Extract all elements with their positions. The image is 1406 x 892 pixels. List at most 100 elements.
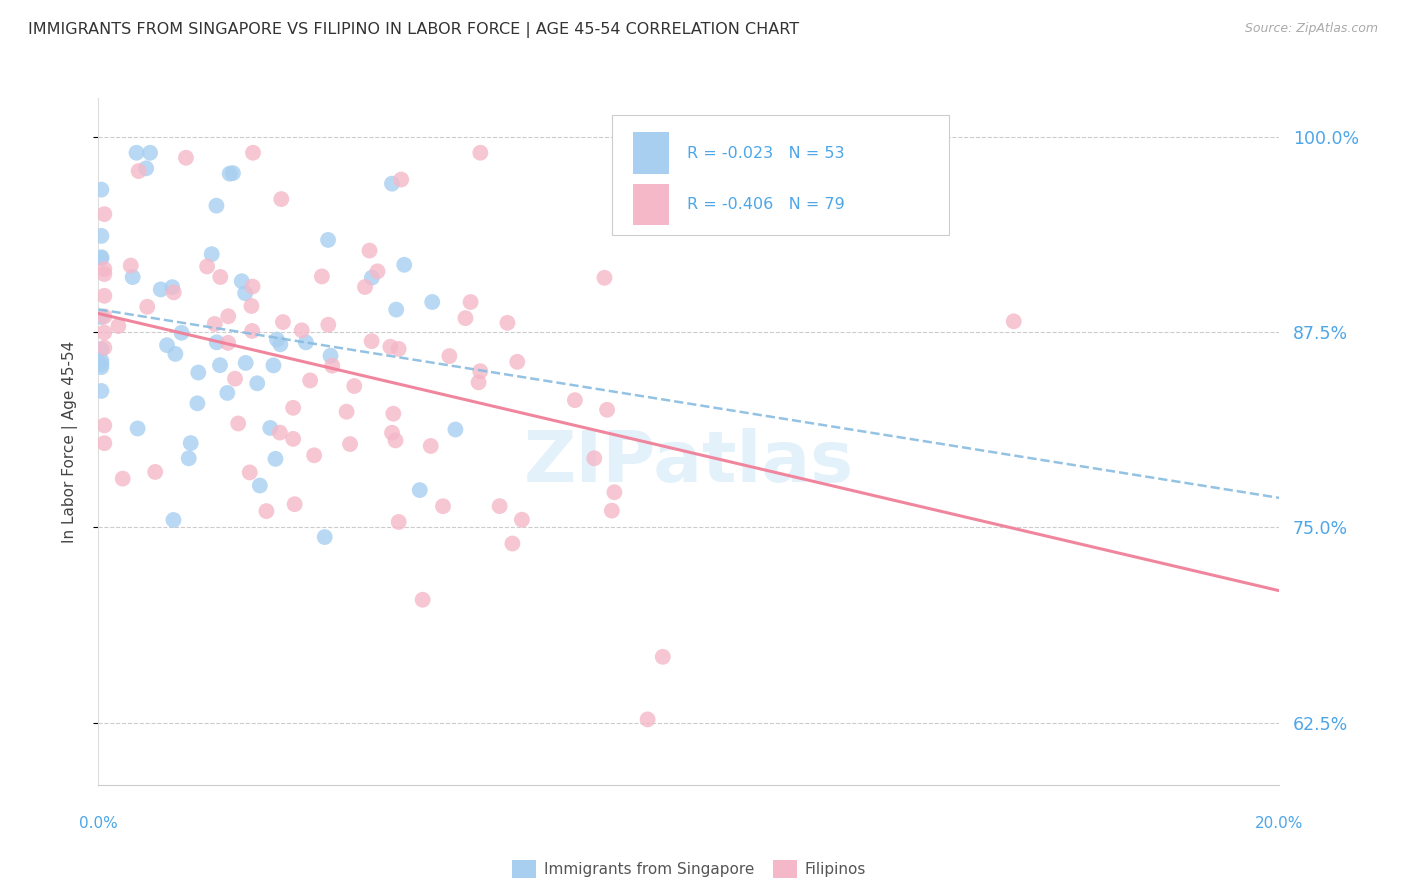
Point [321, 359, 343, 373]
Point [162, 280, 184, 294]
Point [603, 485, 626, 500]
Point [93, 289, 115, 303]
Point [281, 401, 304, 415]
Point [165, 347, 187, 361]
Point [226, 417, 249, 431]
Point [336, 405, 359, 419]
Point [316, 318, 339, 332]
Point [93, 326, 115, 340]
Point [420, 295, 443, 310]
Text: IMMIGRANTS FROM SINGAPORE VS FILIPINO IN LABOR FORCE | AGE 45-54 CORRELATION CHA: IMMIGRANTS FROM SINGAPORE VS FILIPINO IN… [28, 22, 799, 38]
Point [506, 355, 529, 369]
Text: 0.0%: 0.0% [79, 816, 118, 831]
Point [314, 530, 336, 544]
Point [596, 402, 619, 417]
Point [249, 478, 271, 492]
Text: Source: ZipAtlas.com: Source: ZipAtlas.com [1244, 22, 1378, 36]
Point [409, 483, 432, 497]
Point [271, 315, 294, 329]
Y-axis label: In Labor Force | Age 45-54: In Labor Force | Age 45-54 [62, 341, 77, 542]
Text: R = -0.023   N = 53: R = -0.023 N = 53 [686, 145, 844, 161]
Point [651, 649, 673, 664]
Point [120, 259, 142, 273]
Point [93, 341, 115, 355]
Point [90, 183, 112, 197]
Point [299, 373, 322, 387]
Point [470, 364, 492, 378]
Bar [634, 132, 669, 174]
Point [204, 317, 226, 331]
Point [90, 250, 112, 264]
Point [93, 262, 115, 277]
Point [600, 503, 623, 517]
Point [264, 451, 287, 466]
Point [111, 472, 134, 486]
Point [269, 425, 291, 440]
Point [242, 279, 264, 293]
Point [93, 310, 115, 324]
Point [128, 164, 150, 178]
Point [266, 333, 288, 347]
Point [125, 145, 148, 160]
Point [302, 448, 325, 462]
Point [218, 167, 240, 181]
Point [488, 499, 510, 513]
Point [467, 376, 489, 390]
Point [439, 349, 461, 363]
Point [177, 451, 200, 466]
Point [222, 166, 245, 180]
Point [93, 267, 115, 281]
Point [93, 418, 115, 433]
Point [239, 466, 262, 480]
Point [385, 302, 408, 317]
Point [205, 199, 228, 213]
Point [240, 299, 263, 313]
Point [90, 384, 112, 398]
Point [235, 356, 257, 370]
Point [432, 500, 454, 514]
Point [496, 316, 519, 330]
Point [90, 252, 112, 266]
Point [90, 228, 112, 243]
Point [510, 513, 533, 527]
FancyBboxPatch shape [612, 115, 949, 235]
Legend: Immigrants from Singapore, Filipinos: Immigrants from Singapore, Filipinos [506, 854, 872, 884]
Point [501, 536, 523, 550]
Point [156, 338, 179, 352]
Point [343, 379, 366, 393]
Text: R = -0.406   N = 79: R = -0.406 N = 79 [686, 197, 845, 212]
Point [217, 310, 239, 324]
Point [388, 342, 411, 356]
Text: 20.0%: 20.0% [1256, 816, 1303, 831]
Point [162, 513, 184, 527]
Point [1002, 314, 1025, 328]
Point [208, 358, 231, 372]
Point [180, 436, 202, 450]
Point [240, 324, 263, 338]
Point [354, 280, 377, 294]
Point [381, 425, 404, 440]
Text: ZIPatlas: ZIPatlas [524, 427, 853, 497]
Point [163, 285, 186, 300]
Point [224, 372, 246, 386]
Point [382, 407, 405, 421]
Point [90, 357, 112, 371]
Point [454, 311, 477, 326]
Point [564, 393, 586, 408]
Point [209, 270, 232, 285]
Point [637, 712, 659, 726]
Point [381, 177, 404, 191]
Point [174, 151, 197, 165]
Point [319, 349, 342, 363]
Point [269, 337, 291, 351]
Point [311, 269, 333, 284]
Point [366, 264, 388, 278]
Point [231, 274, 253, 288]
Point [361, 270, 384, 285]
Bar [634, 184, 669, 225]
Point [246, 376, 269, 391]
Point [139, 145, 162, 160]
Point [291, 323, 314, 337]
Point [270, 192, 292, 206]
Point [242, 145, 264, 160]
